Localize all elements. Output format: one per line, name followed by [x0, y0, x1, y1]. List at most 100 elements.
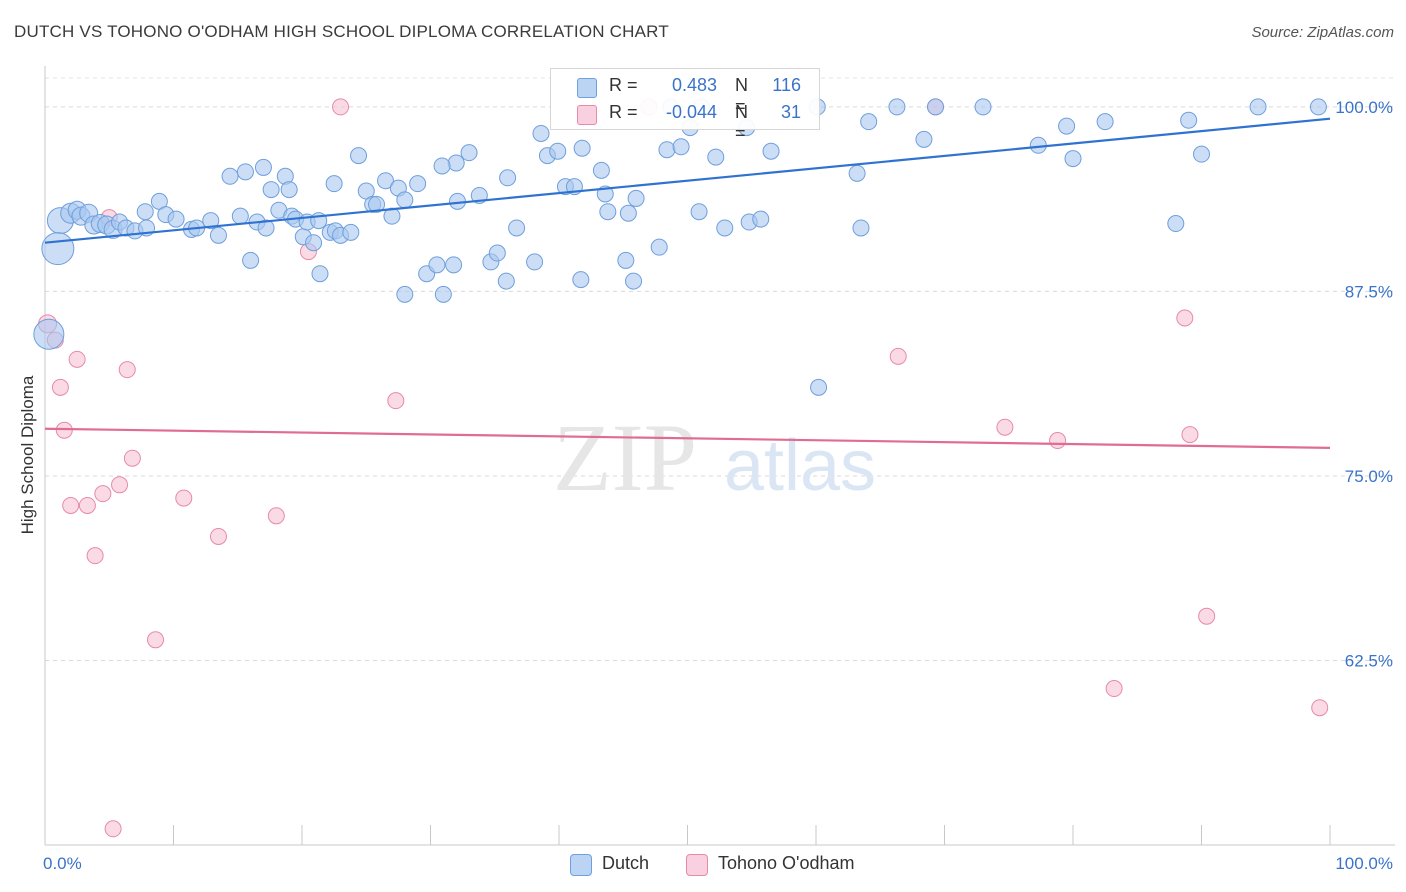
dutch-point — [221, 167, 239, 185]
dutch-point — [572, 271, 590, 289]
tohono-point — [62, 496, 80, 514]
dutch-point — [396, 191, 414, 209]
dutch-point — [242, 251, 260, 269]
dutch-point — [342, 223, 360, 241]
legend-swatch-tohono — [577, 105, 597, 125]
tohono-point — [123, 449, 141, 467]
dutch-point — [428, 256, 446, 274]
dutch-point — [231, 207, 249, 225]
dutch-point — [974, 98, 992, 116]
tohono-point — [1181, 426, 1199, 444]
dutch-point — [1167, 215, 1185, 233]
tohono-point — [78, 496, 96, 514]
stats-legend: R = 0.483 N = 116 R = -0.044 N = 31 — [550, 68, 820, 143]
dutch-point — [202, 212, 220, 230]
legend-n-value-dutch: 116 — [772, 75, 801, 95]
dutch-point — [325, 175, 343, 193]
legend-swatch-dutch — [570, 854, 592, 876]
x-tick-label-min: 0.0% — [43, 854, 82, 873]
dutch-point — [136, 203, 154, 221]
tohono-point — [387, 392, 405, 410]
watermark-zip: ZIP — [553, 404, 697, 511]
dutch-point — [280, 181, 298, 199]
dutch-point — [707, 148, 725, 166]
tohono-point — [55, 421, 73, 439]
tohono-point — [1176, 309, 1194, 327]
tohono-point — [118, 361, 136, 379]
dutch-point — [860, 113, 878, 131]
dutch-point — [1249, 98, 1267, 116]
y-tick-label: 75.0% — [1345, 467, 1393, 486]
dutch-point — [1096, 113, 1114, 131]
tohono-point — [332, 98, 350, 116]
dutch-point — [236, 163, 254, 181]
dutch-point — [762, 142, 780, 160]
tohono-point — [267, 507, 285, 525]
dutch-point — [508, 219, 526, 237]
tohono-point — [86, 547, 104, 565]
dutch-point — [433, 157, 451, 175]
dutch-point — [497, 272, 515, 290]
legend-n-value-tohono: 31 — [780, 102, 801, 122]
tohono-point — [51, 378, 69, 396]
dutch-point — [257, 219, 275, 237]
dutch-point — [209, 226, 227, 244]
tohono-point — [94, 485, 112, 503]
dutch-point — [368, 195, 386, 213]
tohono-point — [1198, 607, 1216, 625]
chart-title: DUTCH VS TOHONO O'ODHAM HIGH SCHOOL DIPL… — [14, 22, 669, 41]
dutch-point — [488, 244, 506, 262]
y-tick-label: 100.0% — [1335, 98, 1393, 117]
legend-r-value-tohono: -0.044 — [665, 102, 717, 122]
legend-label-dutch: Dutch — [602, 853, 650, 873]
tohono-point — [104, 820, 122, 838]
dutch-point — [752, 210, 770, 228]
tohono-point — [1049, 432, 1067, 450]
legend-swatch-tohono — [686, 854, 708, 876]
dutch-point — [810, 378, 828, 396]
dutch-point — [33, 318, 65, 350]
dutch-point — [619, 204, 637, 222]
dutch-point — [526, 253, 544, 271]
tohono-trend-line — [44, 427, 1331, 450]
axis-layer — [44, 66, 1395, 846]
legend-n-label: N = — [735, 75, 748, 116]
dutch-point — [167, 210, 185, 228]
dutch-point — [927, 98, 945, 116]
dutch-point — [573, 139, 591, 157]
tohono-point — [996, 418, 1014, 436]
dutch-point — [254, 158, 272, 176]
x-tick-label-max: 100.0% — [1335, 854, 1393, 873]
dutch-point — [1309, 98, 1327, 116]
legend-r-value-dutch: 0.483 — [671, 75, 717, 95]
dutch-point — [1193, 145, 1210, 163]
tohono-point — [889, 347, 907, 365]
dutch-point — [592, 161, 610, 179]
dutch-point — [350, 147, 368, 165]
tohono-point — [111, 476, 129, 494]
dutch-point — [888, 98, 906, 116]
legend-r-label: R = — [609, 75, 638, 95]
legend-label-tohono: Tohono O'odham — [718, 853, 855, 873]
y-tick-label: 87.5% — [1345, 282, 1393, 301]
watermark: ZIP atlas — [553, 404, 876, 511]
dutch-point — [627, 189, 645, 207]
tohono-point — [68, 350, 86, 368]
tohono-point — [1311, 699, 1329, 717]
dutch-trend-line — [44, 117, 1331, 244]
dutch-point — [262, 181, 280, 199]
legend-n-label: N = — [735, 102, 748, 143]
watermark-atlas: atlas — [724, 426, 876, 506]
tohono-point — [209, 527, 227, 545]
dutch-point — [848, 164, 866, 182]
legend-swatch-dutch — [577, 78, 597, 98]
dutch-point — [915, 130, 933, 148]
dutch-points-layer — [33, 98, 1327, 396]
dutch-point — [650, 238, 668, 256]
dutch-point — [445, 256, 463, 274]
dutch-point — [658, 141, 676, 159]
tick-labels-layer: 62.5% 75.0% 87.5% 100.0% 0.0% 100.0% — [43, 98, 1393, 873]
dutch-point — [852, 219, 870, 237]
dutch-point — [447, 154, 465, 172]
